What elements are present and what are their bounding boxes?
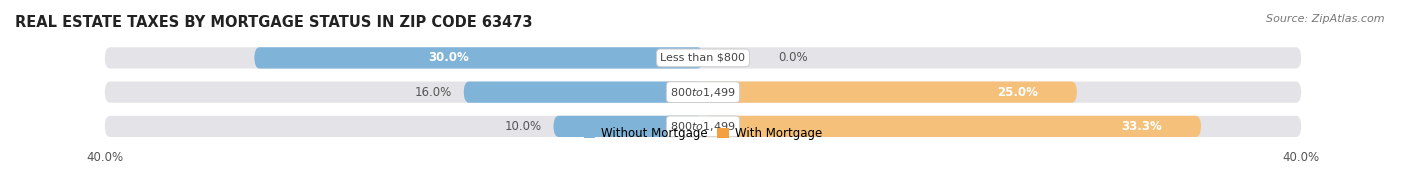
FancyBboxPatch shape [104, 47, 1302, 68]
Text: Source: ZipAtlas.com: Source: ZipAtlas.com [1267, 14, 1385, 24]
Text: 16.0%: 16.0% [415, 86, 451, 99]
FancyBboxPatch shape [464, 82, 703, 103]
Text: 33.3%: 33.3% [1121, 120, 1161, 133]
Text: $800 to $1,499: $800 to $1,499 [671, 86, 735, 99]
FancyBboxPatch shape [703, 116, 1201, 137]
Text: 25.0%: 25.0% [997, 86, 1038, 99]
Text: 30.0%: 30.0% [429, 51, 470, 64]
Text: 10.0%: 10.0% [505, 120, 541, 133]
FancyBboxPatch shape [254, 47, 703, 68]
FancyBboxPatch shape [104, 116, 1302, 137]
Legend: Without Mortgage, With Mortgage: Without Mortgage, With Mortgage [579, 123, 827, 145]
Text: $800 to $1,499: $800 to $1,499 [671, 120, 735, 133]
Text: REAL ESTATE TAXES BY MORTGAGE STATUS IN ZIP CODE 63473: REAL ESTATE TAXES BY MORTGAGE STATUS IN … [15, 15, 533, 30]
FancyBboxPatch shape [104, 82, 1302, 103]
FancyBboxPatch shape [703, 82, 1077, 103]
Text: 0.0%: 0.0% [778, 51, 807, 64]
Text: Less than $800: Less than $800 [661, 53, 745, 63]
FancyBboxPatch shape [554, 116, 703, 137]
